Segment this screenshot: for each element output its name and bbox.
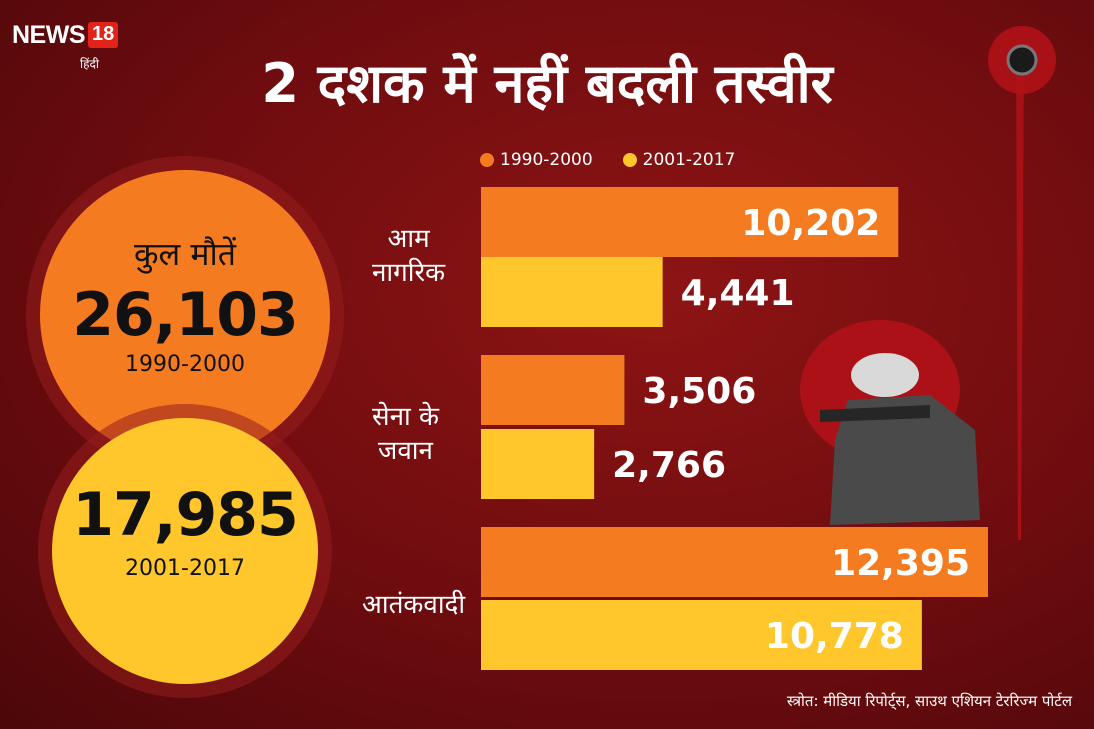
legend-item-2001-2017: 2001-2017: [622, 150, 736, 170]
logo-number: 18: [88, 22, 119, 48]
summary-label: कुल मौतें: [133, 235, 237, 273]
category-label-soldiers: सेना के जवान: [372, 400, 439, 468]
bar-value-label: 10,202: [741, 203, 880, 244]
legend-item-1990-2000: 1990-2000: [480, 150, 593, 170]
summary-circle-1990-2000: कुल मौतें 26,103 1990-2000: [40, 170, 330, 460]
bar-1990-2000-2: [481, 527, 988, 597]
bar-value-label: 2,766: [612, 445, 726, 486]
logo-text: NEWS: [12, 20, 86, 49]
bar-value-label: 4,441: [681, 273, 795, 314]
bar-2001-2017-1: [481, 429, 595, 499]
legend-swatch: [622, 153, 637, 167]
decoration: [800, 26, 1056, 540]
chart-legend: 1990-2000 2001-2017: [480, 150, 765, 170]
bar-2001-2017-2: [481, 600, 922, 670]
bar-1990-2000-0: [481, 187, 899, 257]
category-label-civilians: आम नागरिक: [372, 222, 445, 290]
category-line: आतंकवादी: [362, 590, 466, 620]
summary-period: 2001-2017: [125, 556, 245, 581]
legend-label: 1990-2000: [500, 150, 593, 170]
summary-circle-2001-2017: 17,985 2001-2017: [52, 418, 318, 684]
category-label-terrorists: आतंकवादी: [362, 588, 465, 622]
bar-value-label: 10,778: [765, 616, 904, 657]
summary-value: 26,103: [72, 280, 299, 350]
summary-value: 17,985: [72, 480, 299, 550]
bar-value-label: 3,506: [642, 371, 756, 412]
legend-swatch: [480, 153, 494, 167]
news18-logo: NEWS 18 हिंदी: [12, 12, 124, 71]
bar-value-label: 12,395: [831, 543, 970, 584]
category-line: आम: [387, 224, 430, 254]
bullet-hole: [1006, 44, 1038, 76]
soldier-silhouette: [820, 353, 980, 525]
logo-subtitle: हिंदी: [80, 57, 99, 71]
summary-period: 1990-2000: [125, 352, 245, 377]
bar-2001-2017-0: [481, 257, 663, 327]
bar-1990-2000-1: [481, 355, 625, 425]
source-note: स्त्रोत: मीडिया रिपोर्ट्स, साउथ एशियन टे…: [786, 692, 1072, 710]
category-line: जवान: [378, 436, 433, 466]
category-line: सेना के: [372, 402, 439, 432]
category-line: नागरिक: [372, 258, 446, 288]
bar-labels-group: 10,202 3,506 12,395 4,441 2,766 10,778: [612, 203, 970, 657]
chart-title: 2 दशक में नहीं बदली तस्वीर: [261, 52, 833, 115]
legend-label: 2001-2017: [642, 150, 736, 170]
bars-group: [481, 187, 988, 670]
blood-drip: [1016, 60, 1024, 540]
